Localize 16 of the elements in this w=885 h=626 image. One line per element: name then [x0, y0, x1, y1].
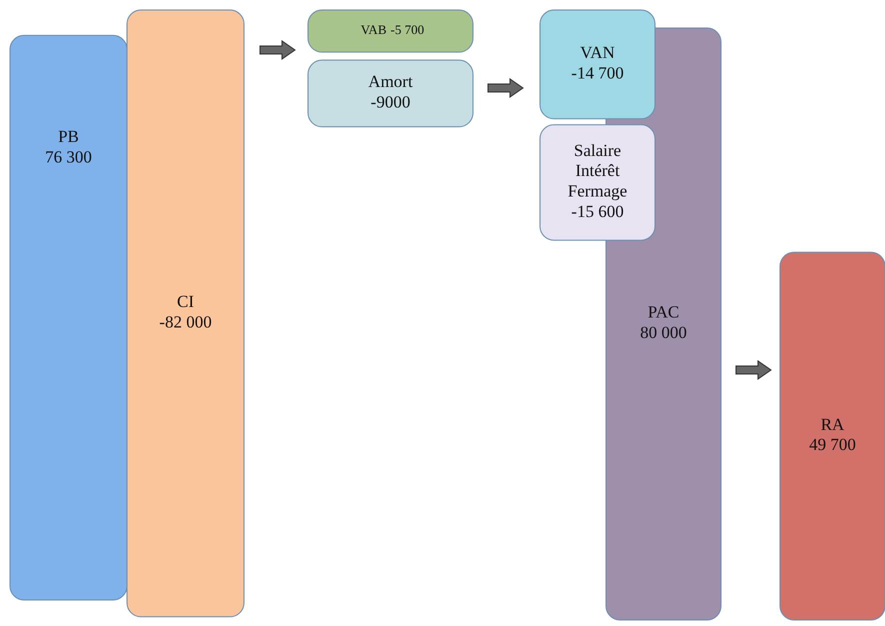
data-label: -15 600: [571, 202, 624, 222]
data-label: 80 000: [640, 323, 687, 342]
category-label: Salaire Intérêt Fermage: [568, 140, 628, 201]
data-label: 49 700: [809, 435, 856, 454]
data-label: -14 700: [571, 63, 624, 82]
data-label: -9000: [370, 92, 410, 112]
category-label: PB: [58, 127, 79, 146]
data-label: -82 000: [159, 312, 212, 332]
data-label: 76 300: [45, 147, 92, 166]
category-label: VAB: [360, 22, 387, 38]
category-label: Amort: [368, 72, 413, 92]
data-label: -5 700: [390, 22, 424, 38]
category-label: PAC: [648, 302, 680, 322]
category-label: RA: [820, 414, 846, 434]
category-label: CI: [177, 292, 194, 312]
category-label: VAN: [580, 43, 615, 62]
